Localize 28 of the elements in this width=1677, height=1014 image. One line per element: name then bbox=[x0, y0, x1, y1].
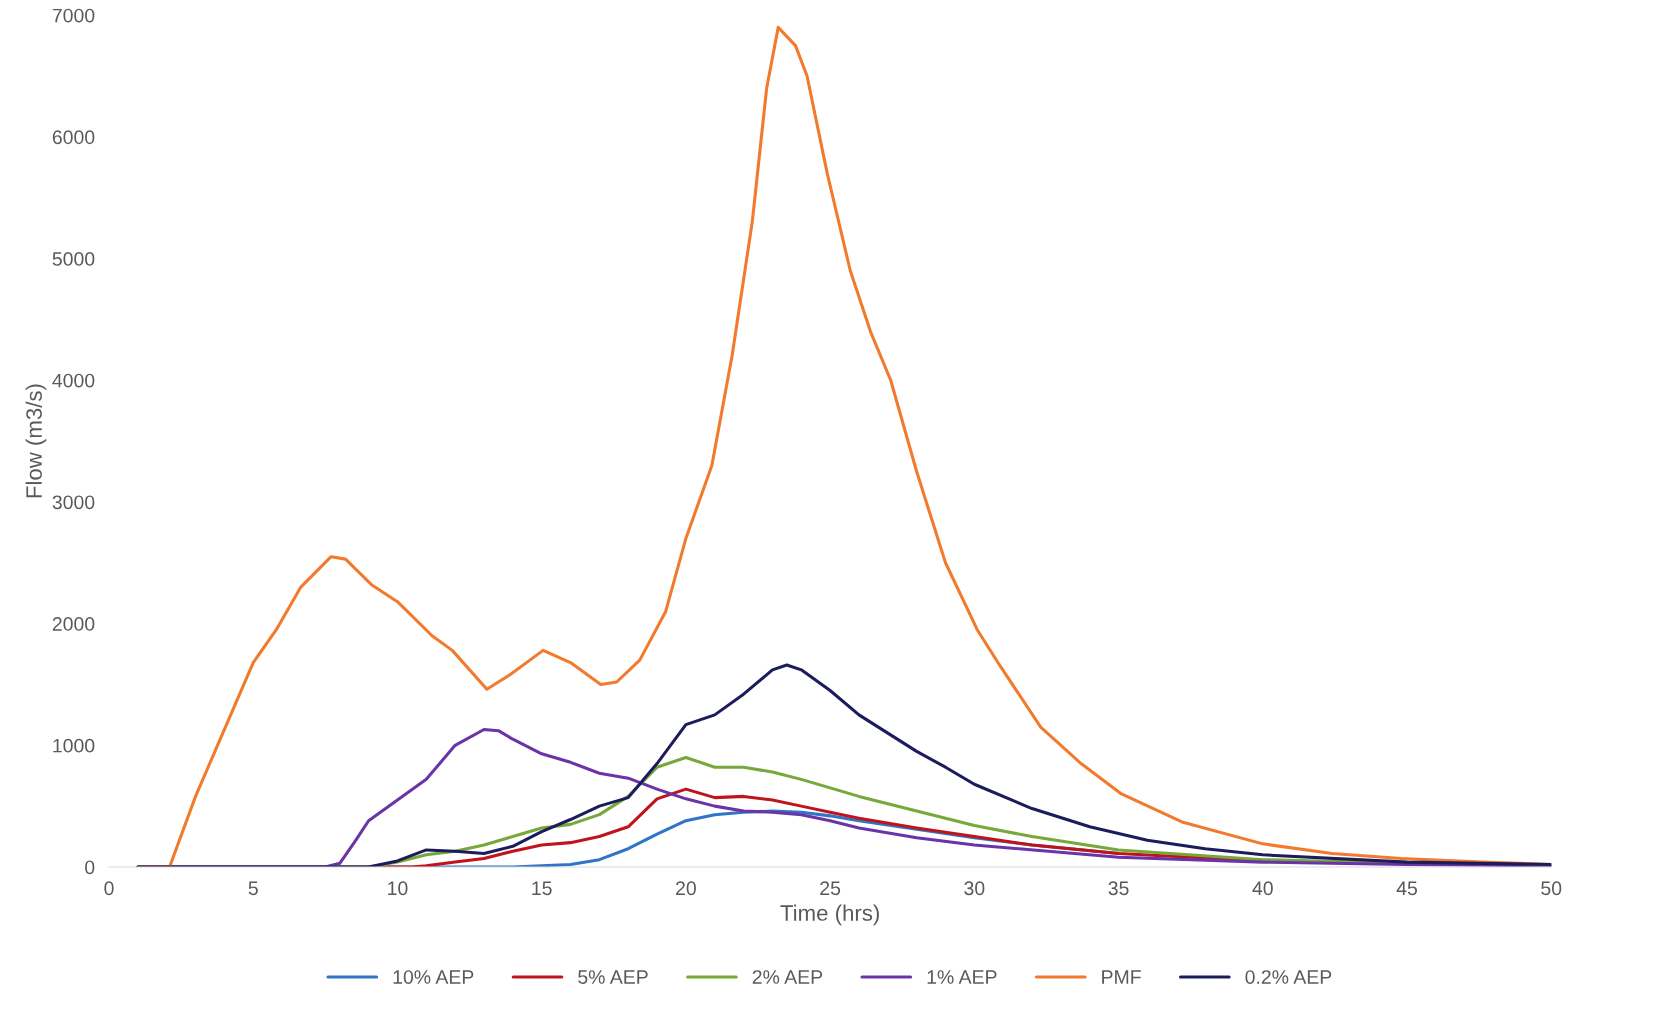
x-tick-label: 20 bbox=[676, 881, 696, 896]
y-tick-label: 0 bbox=[85, 860, 95, 875]
y-tick-label: 3000 bbox=[52, 495, 95, 510]
line-series bbox=[136, 663, 1552, 867]
y-tick-label: 5000 bbox=[52, 252, 95, 266]
y-tick-label: 6000 bbox=[52, 130, 95, 145]
legend-label: 5% AEP bbox=[578, 970, 648, 984]
y-tick-label: 7000 bbox=[52, 8, 95, 23]
y-tick-label: 1000 bbox=[53, 738, 95, 753]
legend-label: 2% AEP bbox=[752, 970, 823, 984]
x-tick-label: 5 bbox=[248, 881, 258, 896]
y-tick-label: 4000 bbox=[52, 373, 95, 388]
x-tick-label: 30 bbox=[964, 881, 985, 896]
x-tick-label: 40 bbox=[1252, 881, 1273, 896]
x-tick-label: 25 bbox=[820, 881, 841, 896]
x-tick-label: 35 bbox=[1108, 881, 1129, 896]
legend-label: 0.2% AEP bbox=[1245, 970, 1332, 984]
x-tick-label: 10 bbox=[388, 881, 408, 896]
x-tick-label: 50 bbox=[1541, 881, 1562, 896]
x-tick-label: 45 bbox=[1396, 881, 1417, 896]
legend-label: 1% AEP bbox=[927, 970, 997, 984]
y-axis-title: Flow (m3/s) bbox=[25, 384, 47, 498]
legend-label: 10% AEP bbox=[393, 970, 474, 984]
x-axis-title: Time (hrs) bbox=[780, 904, 879, 926]
x-tick-label: 0 bbox=[104, 881, 114, 896]
y-tick-label: 2000 bbox=[52, 617, 95, 631]
legend-label: PMF bbox=[1102, 970, 1141, 984]
x-tick-label: 15 bbox=[532, 881, 552, 896]
